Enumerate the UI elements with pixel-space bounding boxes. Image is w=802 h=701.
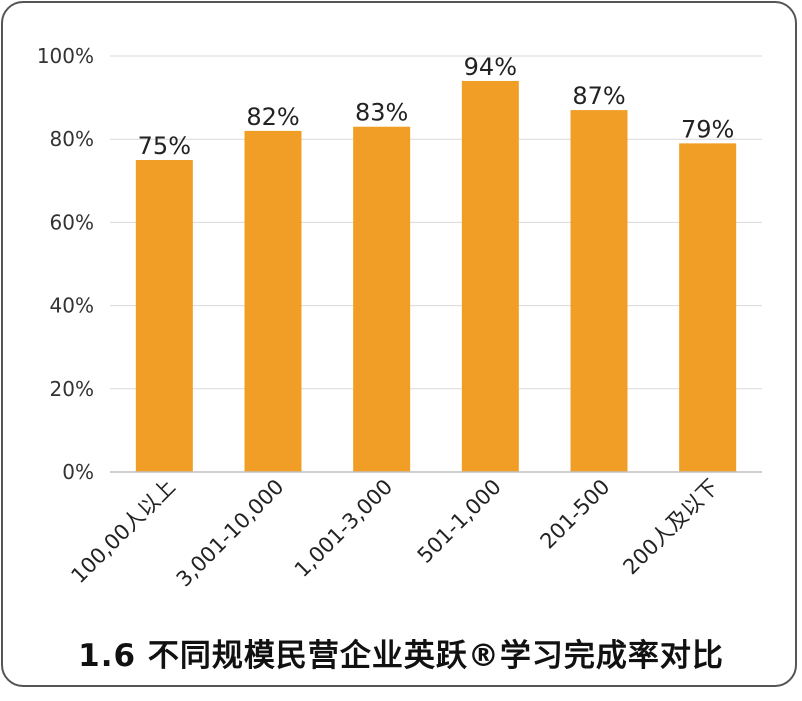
- y-tick-label: 40%: [50, 294, 94, 318]
- y-tick-label: 100%: [37, 44, 94, 68]
- x-tick-label: 501-1,000: [413, 475, 506, 568]
- x-tick-label: 1,001-3,000: [290, 475, 397, 582]
- x-tick-label: 3,001-10,000: [172, 475, 289, 592]
- bar: [135, 160, 193, 472]
- y-tick-label: 20%: [50, 377, 94, 401]
- data-label: 79%: [681, 115, 734, 143]
- y-tick-label: 80%: [50, 127, 94, 151]
- y-tick-label: 0%: [62, 460, 94, 484]
- x-tick-label: 200人及以下: [618, 475, 723, 580]
- bar: [353, 126, 411, 472]
- data-label: 83%: [355, 99, 408, 127]
- data-label: 82%: [246, 103, 299, 131]
- data-label: 87%: [572, 82, 625, 110]
- bar: [570, 110, 628, 472]
- chart-title: 1.6 不同规模民营企业英跃®学习完成率对比: [78, 638, 724, 674]
- y-tick-label: 60%: [50, 210, 94, 234]
- x-tick-label: 201-500: [536, 475, 615, 554]
- x-tick-label: 100,00人以上: [66, 475, 179, 588]
- bar: [244, 130, 302, 472]
- bar: [679, 143, 737, 473]
- data-label: 75%: [138, 132, 191, 160]
- data-label: 94%: [464, 53, 517, 81]
- bar: [461, 80, 519, 473]
- bar-chart: 0% 20% 40% 60% 80% 100% 75% 100,00人以上 82% 3,001-1…: [37, 44, 762, 592]
